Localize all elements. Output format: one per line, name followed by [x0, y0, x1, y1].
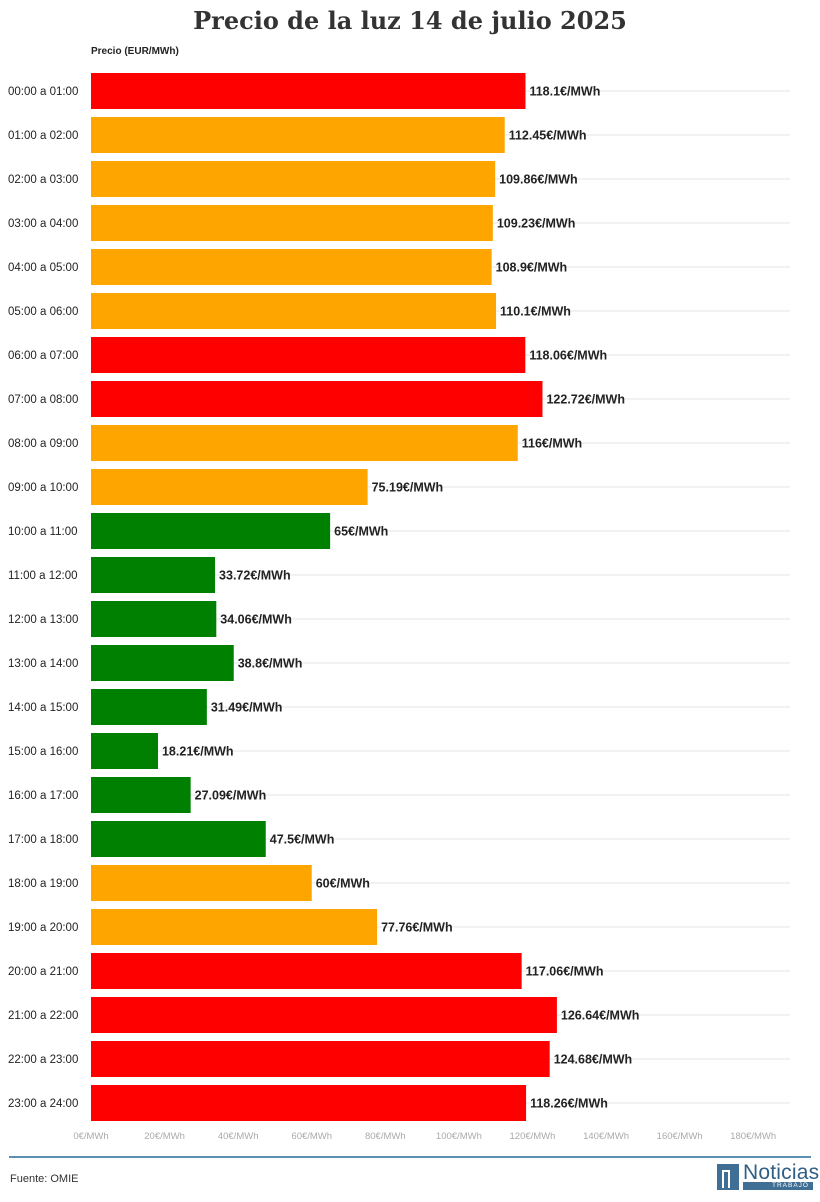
x-tick-label: 140€/MWh: [583, 1131, 629, 1142]
value-label: 108.9€/MWh: [496, 261, 568, 275]
source-note: Fuente: OMIE: [10, 1173, 79, 1185]
category-label: 18:00 a 19:00: [8, 878, 78, 890]
bar: [91, 953, 522, 989]
category-label: 10:00 a 11:00: [8, 526, 78, 538]
value-label: 34.06€/MWh: [220, 613, 292, 627]
x-tick-label: 20€/MWh: [144, 1131, 185, 1142]
category-label: 08:00 a 09:00: [8, 438, 78, 450]
value-label: 38.8€/MWh: [238, 657, 303, 671]
bar: [91, 73, 526, 109]
bar: [91, 337, 526, 373]
category-label: 02:00 a 03:00: [8, 174, 78, 186]
bar: [91, 1085, 527, 1121]
category-label: 07:00 a 08:00: [8, 394, 78, 406]
logo-wordmark: Noticias: [743, 1161, 820, 1184]
value-label: 126.64€/MWh: [561, 1009, 640, 1023]
category-label: 03:00 a 04:00: [8, 218, 78, 230]
bars: [91, 73, 557, 1121]
category-label: 20:00 a 21:00: [8, 966, 78, 978]
y-axis-caption: Precio (EUR/MWh): [91, 46, 179, 57]
value-label: 116€/MWh: [522, 437, 582, 451]
value-label: 109.86€/MWh: [499, 173, 578, 187]
brand-logo: Noticias TRABAJO: [717, 1161, 819, 1190]
x-tick-label: 160€/MWh: [657, 1131, 703, 1142]
logo-mark-icon: [717, 1164, 739, 1190]
category-label: 09:00 a 10:00: [8, 482, 78, 494]
value-label: 118.06€/MWh: [529, 349, 607, 363]
bar: [91, 117, 505, 153]
category-label: 11:00 a 12:00: [8, 570, 78, 582]
value-label: 118.26€/MWh: [530, 1097, 608, 1111]
bar: [91, 381, 543, 417]
value-label: 117.06€/MWh: [526, 965, 604, 979]
category-label: 14:00 a 15:00: [8, 702, 78, 714]
category-label: 22:00 a 23:00: [8, 1054, 78, 1066]
category-label: 19:00 a 20:00: [8, 922, 78, 934]
category-label: 15:00 a 16:00: [8, 746, 78, 758]
bar: [91, 205, 493, 241]
category-label: 17:00 a 18:00: [8, 834, 78, 846]
bar: [91, 601, 217, 637]
value-labels: 118.1€/MWh 112.45€/MWh 109.86€/MWh 109.23€/…: [162, 85, 639, 1111]
value-label: 75.19€/MWh: [372, 481, 444, 495]
bar: [91, 425, 518, 461]
value-label: 112.45€/MWh: [509, 129, 587, 143]
bar: [91, 997, 557, 1033]
x-tick-label: 0€/MWh: [73, 1131, 108, 1142]
bar: [91, 733, 158, 769]
category-label: 05:00 a 06:00: [8, 306, 78, 318]
x-tick-label: 40€/MWh: [218, 1131, 259, 1142]
category-labels: 00:00 a 01:00 01:00 a 02:00 02:00 a 03:00 0…: [8, 86, 78, 1110]
x-axis-ticks: 0€/MWh 20€/MWh 40€/MWh 60€/MWh 80€/MWh 100€/M…: [73, 1131, 776, 1142]
bar: [91, 557, 216, 593]
bar: [91, 689, 207, 725]
x-tick-label: 60€/MWh: [291, 1131, 332, 1142]
bar: [91, 249, 492, 285]
category-label: 21:00 a 22:00: [8, 1010, 78, 1022]
value-label: 33.72€/MWh: [219, 569, 291, 583]
value-label: 47.5€/MWh: [270, 833, 335, 847]
bar: [91, 1041, 550, 1077]
bar: [91, 293, 497, 329]
category-label: 23:00 a 24:00: [8, 1098, 78, 1110]
bar-chart: 00:00 a 01:00 01:00 a 02:00 02:00 a 03:00 0…: [8, 73, 790, 1142]
bar: [91, 865, 312, 901]
chart-title: Precio de la luz 14 de julio 2025: [193, 6, 627, 35]
value-label: 65€/MWh: [334, 525, 388, 539]
category-label: 12:00 a 13:00: [8, 614, 78, 626]
value-label: 77.76€/MWh: [381, 921, 453, 935]
logo-subtitle: TRABAJO: [743, 1182, 813, 1190]
x-tick-label: 180€/MWh: [730, 1131, 776, 1142]
x-tick-label: 100€/MWh: [436, 1131, 482, 1142]
bar: [91, 821, 266, 857]
bar: [91, 513, 331, 549]
x-tick-label: 80€/MWh: [365, 1131, 406, 1142]
category-label: 01:00 a 02:00: [8, 130, 78, 142]
bar: [91, 909, 378, 945]
value-label: 60€/MWh: [316, 877, 370, 891]
value-label: 27.09€/MWh: [195, 789, 267, 803]
value-label: 110.1€/MWh: [500, 305, 571, 319]
grid-lines: [91, 90, 790, 1104]
bar: [91, 777, 191, 813]
category-label: 04:00 a 05:00: [8, 262, 78, 274]
category-label: 16:00 a 17:00: [8, 790, 78, 802]
category-label: 13:00 a 14:00: [8, 658, 78, 670]
x-tick-label: 120€/MWh: [510, 1131, 556, 1142]
bar: [91, 645, 234, 681]
bar: [91, 161, 496, 197]
value-label: 124.68€/MWh: [554, 1053, 633, 1067]
value-label: 109.23€/MWh: [497, 217, 576, 231]
value-label: 118.1€/MWh: [529, 85, 600, 99]
value-label: 18.21€/MWh: [162, 745, 234, 759]
bar: [91, 469, 368, 505]
footer-divider: [9, 1156, 811, 1158]
category-label: 00:00 a 01:00: [8, 86, 78, 98]
value-label: 31.49€/MWh: [211, 701, 283, 715]
category-label: 06:00 a 07:00: [8, 350, 78, 362]
value-label: 122.72€/MWh: [546, 393, 625, 407]
